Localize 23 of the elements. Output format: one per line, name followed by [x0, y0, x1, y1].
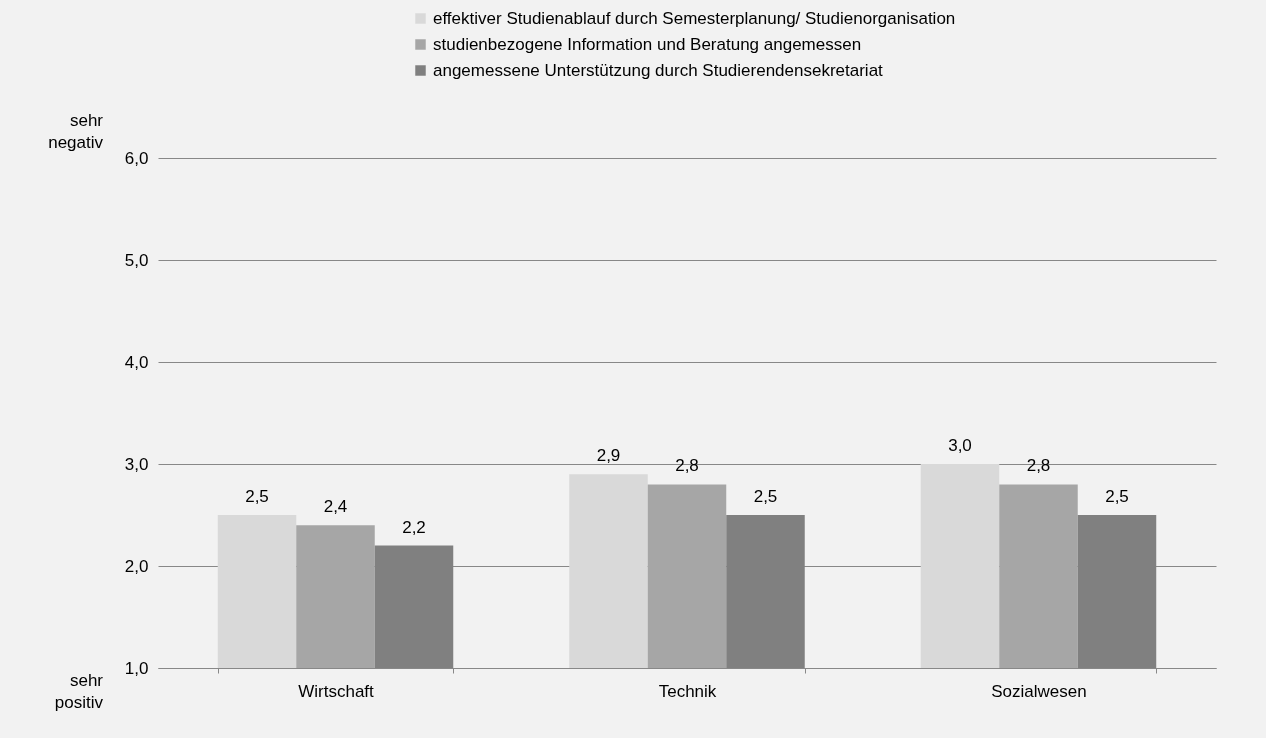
legend-label: studienbezogene Information und Beratung angemessen: [433, 34, 862, 54]
y-tick-label: 2,0: [124, 556, 149, 576]
legend-label: effektiver Studienablauf durch Semesterplanung/ Studienorganisation: [433, 8, 956, 28]
legend-label: angemessene Unterstützung durch Studierendensekretariat: [433, 60, 884, 80]
data-label: 2,4: [323, 497, 348, 517]
data-label: 3,0: [948, 436, 972, 455]
data-label: 2,8: [675, 456, 699, 476]
data-label: 2,5: [753, 487, 778, 506]
data-label: 2,9: [596, 446, 621, 466]
data-label: 2,2: [402, 517, 426, 537]
data-label: 2,8: [1026, 456, 1051, 476]
x-tick-label: Sozialwesen: [991, 681, 1087, 701]
y-tick-label: 4,0: [124, 352, 149, 372]
y-tick-label: 3,0: [124, 454, 149, 474]
y-tick-label: 6,0: [124, 148, 149, 168]
x-tick-label: Technik: [658, 681, 717, 701]
data-label: 2,5: [1105, 487, 1129, 506]
text: sehr positiv: [54, 671, 104, 712]
y-tick-label: 5,0: [124, 250, 149, 270]
x-tick-label: Wirtschaft: [298, 681, 375, 701]
y-tick-label: 1,0: [124, 658, 149, 678]
text: sehr negativ: [48, 111, 104, 152]
data-label: 2,5: [245, 487, 269, 506]
